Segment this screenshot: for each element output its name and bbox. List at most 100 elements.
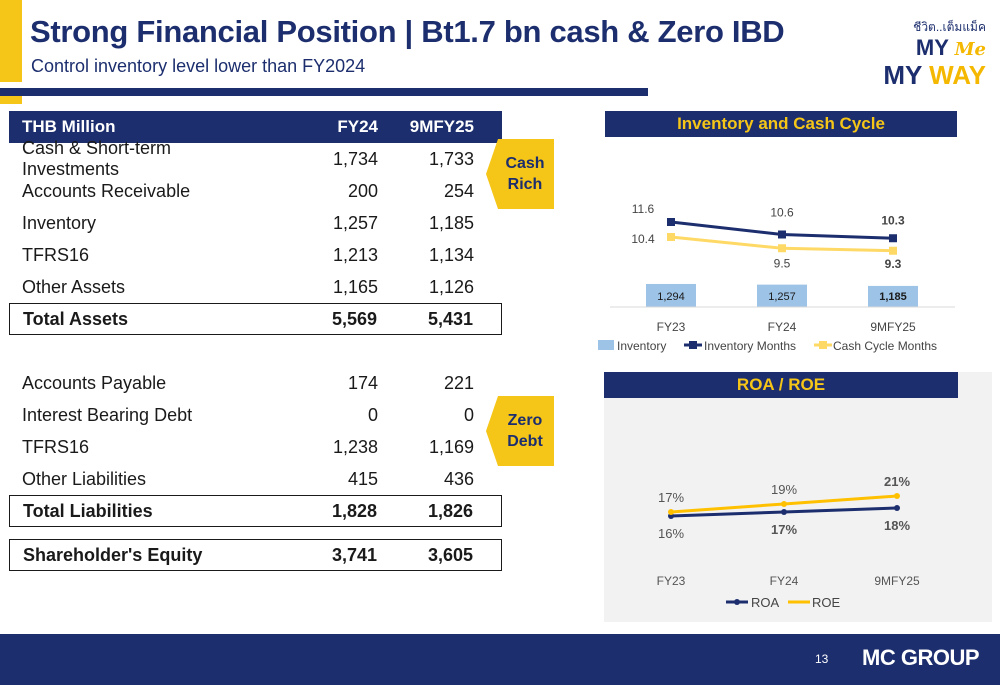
row-label: Accounts Receivable xyxy=(22,180,191,201)
cash-rich-callout: Cash Rich xyxy=(486,139,554,209)
x-tick-label: FY23 xyxy=(657,574,686,588)
line-point xyxy=(781,509,787,515)
row-label: Total Assets xyxy=(23,308,129,329)
legend-label: Inventory xyxy=(617,339,666,353)
title-accent-bar xyxy=(0,0,22,82)
table-row: Other Assets 1,165 1,126 xyxy=(9,271,502,303)
row-9mfy25: 0 xyxy=(463,404,474,425)
inventory-cash-cycle-chart: 1,294 1,257 1,185 11.6 10.6 10.3 10.4 9.5 9.3 FY2… xyxy=(598,202,955,353)
row-9mfy25: 3,605 xyxy=(427,544,473,565)
legend-label: Inventory Months xyxy=(704,339,796,353)
inventory-bar xyxy=(868,285,918,307)
row-fy24: 1,213 xyxy=(332,244,378,265)
header-9mfy25: 9MFY25 xyxy=(409,117,474,136)
legend-label: Cash Cycle Months xyxy=(833,339,937,353)
row-label: Interest Bearing Debt xyxy=(22,404,193,425)
table-row: TFRS16 1,213 1,134 xyxy=(9,239,502,271)
x-tick-label: FY24 xyxy=(770,574,799,588)
my-me-my-way-logo: ชีวิต..เต็มแม็ค MY Me MY WAY xyxy=(876,18,986,98)
data-label: 10.3 xyxy=(881,213,905,227)
line-point xyxy=(889,234,897,243)
x-tick-label: 9MFY25 xyxy=(870,320,916,334)
title-rule xyxy=(0,88,648,96)
line-point xyxy=(894,493,900,499)
row-9mfy25: 254 xyxy=(443,180,474,201)
line-point xyxy=(778,230,786,239)
table-row: Cash & Short-term Investments 1,734 1,733 xyxy=(9,138,502,179)
total-liabilities-row: Total Liabilities 1,828 1,826 xyxy=(9,495,502,527)
data-label: 9.3 xyxy=(885,257,902,271)
inventory-bar xyxy=(757,284,807,307)
line-point xyxy=(781,501,787,507)
row-fy24: 0 xyxy=(367,404,378,425)
row-9mfy25: 221 xyxy=(443,372,474,393)
x-tick-label: FY23 xyxy=(657,320,686,334)
row-label: Other Liabilities xyxy=(22,468,147,489)
row-label: Shareholder's Equity xyxy=(23,544,203,565)
legend-swatch xyxy=(734,599,740,605)
row-fy24: 1,238 xyxy=(332,436,378,457)
row-label: TFRS16 xyxy=(22,244,90,265)
page-title: Strong Financial Position | Bt1.7 bn cas… xyxy=(30,14,785,49)
data-label: 9.5 xyxy=(774,256,791,270)
line-point xyxy=(778,244,786,253)
row-fy24: 5,569 xyxy=(331,308,377,329)
header-label: THB Million xyxy=(22,117,116,136)
callout-text: Zero xyxy=(507,412,543,429)
page-number: 13 xyxy=(815,652,829,666)
data-label: 10.4 xyxy=(631,232,655,246)
zero-debt-callout: Zero Debt xyxy=(486,396,554,466)
line-point xyxy=(894,505,900,511)
roa-roe-chart-title: ROA / ROE xyxy=(604,372,958,398)
table-header-row: THB Million FY24 9MFY25 xyxy=(9,111,502,143)
row-label: Total Liabilities xyxy=(23,500,153,521)
line-point xyxy=(889,246,897,255)
row-9mfy25: 1,169 xyxy=(428,436,474,457)
footer-bar: 13 MC GROUP xyxy=(0,634,1000,685)
bar-data-label: 1,257 xyxy=(768,291,796,303)
bar-data-label: 1,185 xyxy=(879,291,907,303)
roa-roe-panel xyxy=(604,372,992,622)
callout-text: Debt xyxy=(507,433,543,450)
logo-thai-text: ชีวิต..เต็มแม็ค xyxy=(913,20,986,34)
line-point xyxy=(667,233,675,241)
data-label: 19% xyxy=(771,482,797,497)
x-tick-label: 9MFY25 xyxy=(874,574,920,588)
logo-my-text: MY xyxy=(915,35,949,60)
table-row: Interest Bearing Debt 0 0 xyxy=(9,399,502,431)
data-label: 10.6 xyxy=(770,206,794,220)
inventory-chart-title: Inventory and Cash Cycle xyxy=(605,111,957,137)
page-subtitle: Control inventory level lower than FY202… xyxy=(31,56,366,76)
row-9mfy25: 5,431 xyxy=(427,308,473,329)
row-label: TFRS16 xyxy=(22,436,90,457)
title-rule-accent xyxy=(0,96,22,104)
legend-label: ROE xyxy=(812,595,841,610)
row-9mfy25: 1,826 xyxy=(427,500,473,521)
row-fy24: 415 xyxy=(347,468,378,489)
row-9mfy25: 1,733 xyxy=(428,148,474,169)
callout-text: Cash xyxy=(505,155,545,172)
row-9mfy25: 1,185 xyxy=(428,212,474,233)
total-assets-row: Total Assets 5,569 5,431 xyxy=(9,303,502,335)
logo-me-text: Me xyxy=(954,39,986,60)
table-row: Accounts Payable 174 221 xyxy=(9,367,502,399)
x-tick-label: FY24 xyxy=(768,320,797,334)
balance-sheet-table: THB Million FY24 9MFY25 Cash & Short-ter… xyxy=(9,111,502,571)
row-fy24: 200 xyxy=(347,180,378,201)
table-row: TFRS16 1,238 1,169 xyxy=(9,431,502,463)
data-label: 18% xyxy=(884,518,910,533)
roa-roe-chart: 16% 17% 18% 17% 19% 21% FY23 FY24 9MFY25 ROA ROE xyxy=(657,474,920,610)
data-label: 17% xyxy=(658,490,684,505)
row-fy24: 1,734 xyxy=(332,148,378,169)
table-row: Other Liabilities 415 436 xyxy=(9,463,502,495)
row-fy24: 1,828 xyxy=(331,500,377,521)
logo-way-text: WAY xyxy=(929,60,986,90)
row-fy24: 174 xyxy=(347,372,378,393)
row-9mfy25: 436 xyxy=(443,468,474,489)
row-fy24: 1,165 xyxy=(332,276,378,297)
row-9mfy25: 1,126 xyxy=(428,276,474,297)
inventory-bar xyxy=(646,283,696,307)
bar-data-label: 1,294 xyxy=(657,291,685,303)
data-label: 11.6 xyxy=(632,202,655,216)
data-label: 17% xyxy=(771,522,797,537)
